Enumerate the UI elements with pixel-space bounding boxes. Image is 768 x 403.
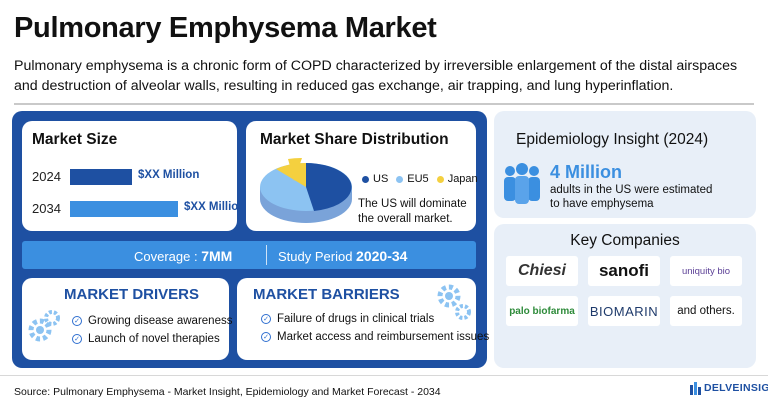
check-icon: ✓ xyxy=(261,332,271,342)
uniquity-bio-logo: uniquity bio xyxy=(670,256,742,286)
market-share-card: Market Share Distribution US EU5 Japan T… xyxy=(246,121,478,231)
market-share-pie-chart xyxy=(260,157,352,223)
barrier-item: ✓ Failure of drugs in clinical trials xyxy=(261,313,434,325)
market-size-year: 2034 xyxy=(32,201,61,216)
legend-label: EU5 xyxy=(407,173,429,185)
check-icon: ✓ xyxy=(72,334,82,344)
study-period-value: 2020-34 xyxy=(356,248,408,264)
legend-japan: Japan xyxy=(436,173,478,185)
biomarin-logo-text: BIOMARIN xyxy=(589,303,659,319)
market-size-heading: Market Size xyxy=(32,131,118,148)
market-share-heading: Market Share Distribution xyxy=(260,131,449,148)
legend-label: Japan xyxy=(447,173,478,185)
coverage: Coverage : 7MM xyxy=(134,248,232,264)
legend-label: US xyxy=(373,173,389,185)
chiesi-logo: Chiesi xyxy=(506,256,578,286)
gears-icon xyxy=(437,284,471,320)
delveinsight-logo-icon xyxy=(690,382,701,395)
market-barriers-card: MARKET BARRIERS ✓ Failure of drugs in cli… xyxy=(237,278,489,360)
key-companies-heading: Key Companies xyxy=(570,232,680,249)
market-size-bar xyxy=(70,169,132,185)
market-barriers-heading: MARKET BARRIERS xyxy=(253,286,400,303)
footer-divider xyxy=(0,375,768,376)
market-size-value: $XX Million xyxy=(184,201,246,213)
epidemiology-heading: Epidemiology Insight (2024) xyxy=(516,131,709,148)
key-companies-card: Key Companies Chiesi sanofi uniquity bio… xyxy=(494,224,756,368)
palo-biofarma-logo: palo biofarma xyxy=(506,296,578,326)
market-drivers-card: MARKET DRIVERS ✓ Growing disease awarenes… xyxy=(22,278,232,360)
page-description: Pulmonary emphysema is a chronic form of… xyxy=(14,58,738,94)
study-period: Study Period 2020-34 xyxy=(278,248,407,264)
market-share-note: The US will dominate the overall market. xyxy=(358,198,467,225)
epidemiology-text: adults in the US were estimated to have … xyxy=(550,184,713,210)
market-share-legend: US EU5 Japan xyxy=(362,173,478,185)
sanofi-logo-text: sanofi xyxy=(598,261,650,280)
check-icon: ✓ xyxy=(261,314,271,324)
legend-us: US xyxy=(362,173,388,185)
coverage-label: Coverage : xyxy=(134,249,202,264)
others-text: and others. xyxy=(677,305,735,317)
palo-biofarma-logo-text: palo biofarma xyxy=(509,305,575,317)
epidemiology-value: 4 Million xyxy=(550,162,622,182)
barrier-text: Failure of drugs in clinical trials xyxy=(277,313,435,325)
coverage-strip: Coverage : 7MM Study Period 2020-34 xyxy=(22,241,476,269)
uniquity-bio-logo-text: uniquity bio xyxy=(681,265,731,277)
coverage-value: 7MM xyxy=(201,248,233,264)
market-size-bar xyxy=(70,201,178,217)
check-icon: ✓ xyxy=(72,316,82,326)
epidemiology-card: Epidemiology Insight (2024) 4 Million ad… xyxy=(494,111,756,218)
delveinsight-logo: DELVEINSIGHT xyxy=(690,381,768,395)
barrier-text: Market access and reimbursement issues xyxy=(277,331,490,343)
driver-text: Launch of novel therapies xyxy=(88,333,220,345)
market-size-row: 2024 $XX Million xyxy=(32,169,232,185)
market-size-value: $XX Million xyxy=(138,169,200,181)
driver-item: ✓ Growing disease awareness xyxy=(72,315,232,327)
market-size-card: Market Size 2024 $XX Million 2034 $XX Mi… xyxy=(22,121,245,231)
driver-item: ✓ Launch of novel therapies xyxy=(72,333,220,345)
market-drivers-heading: MARKET DRIVERS xyxy=(64,286,200,303)
biomarin-logo: BIOMARIN xyxy=(588,296,660,326)
strip-divider xyxy=(266,245,267,265)
gears-icon xyxy=(28,310,60,342)
delveinsight-logo-text: DELVEINSIGHT xyxy=(704,382,768,394)
legend-eu5: EU5 xyxy=(396,173,429,185)
others-box: and others. xyxy=(670,296,742,326)
study-period-label: Study Period xyxy=(278,249,357,264)
chiesi-logo-text: Chiesi xyxy=(517,262,566,279)
market-size-year: 2024 xyxy=(32,169,61,184)
page-title: Pulmonary Emphysema Market xyxy=(14,12,437,44)
barrier-item: ✓ Market access and reimbursement issues xyxy=(261,331,489,343)
driver-text: Growing disease awareness xyxy=(88,315,233,327)
divider xyxy=(14,103,754,105)
market-size-row: 2034 $XX Million xyxy=(32,201,245,217)
source-footer: Source: Pulmonary Emphysema - Market Ins… xyxy=(14,386,441,398)
people-icon xyxy=(504,163,540,204)
sanofi-logo: sanofi xyxy=(588,256,660,286)
